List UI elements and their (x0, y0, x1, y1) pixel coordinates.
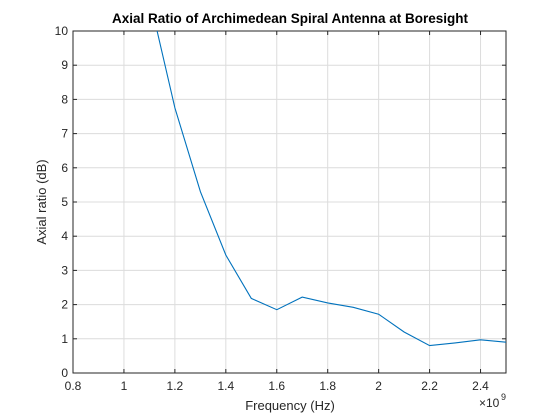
y-tick-label: 5 (61, 195, 68, 209)
y-tick-label: 2 (61, 298, 68, 312)
x-tick-label: 2 (375, 379, 382, 393)
x-axis-label: Frequency (Hz) (245, 398, 335, 413)
y-tick-label: 6 (61, 161, 68, 175)
x-tick-label: 1.4 (217, 379, 234, 393)
y-tick-label: 1 (61, 332, 68, 346)
x-tick-label: 1.6 (268, 379, 285, 393)
y-tick-label: 8 (61, 92, 68, 106)
x-tick-label: 1.2 (167, 379, 184, 393)
y-tick-label: 0 (61, 366, 68, 380)
x-tick-label: 1 (121, 379, 128, 393)
y-tick-label: 10 (55, 24, 69, 38)
series-line (156, 30, 507, 347)
chart-title: Axial Ratio of Archimedean Spiral Antenn… (112, 11, 469, 26)
x-tick-label: 1.8 (319, 379, 336, 393)
x-axis-exponent-power: 9 (501, 392, 506, 402)
y-tick-label: 7 (61, 127, 68, 141)
y-tick-label: 3 (61, 263, 68, 277)
ticks: 0.8 1 1.2 1.4 1.6 1.8 2 2.2 2.4 0 1 2 3 4 5 6 7 8 9 10 (55, 24, 506, 393)
y-tick-label: 4 (61, 229, 68, 243)
y-axis-label: Axial ratio (dB) (34, 159, 49, 244)
grid (72, 30, 506, 374)
x-tick-label: 2.4 (472, 379, 489, 393)
x-tick-label: 2.2 (421, 379, 438, 393)
x-tick-label: 0.8 (65, 379, 82, 393)
y-tick-label: 9 (61, 58, 68, 72)
x-axis-exponent-base: ×10 (479, 396, 500, 410)
